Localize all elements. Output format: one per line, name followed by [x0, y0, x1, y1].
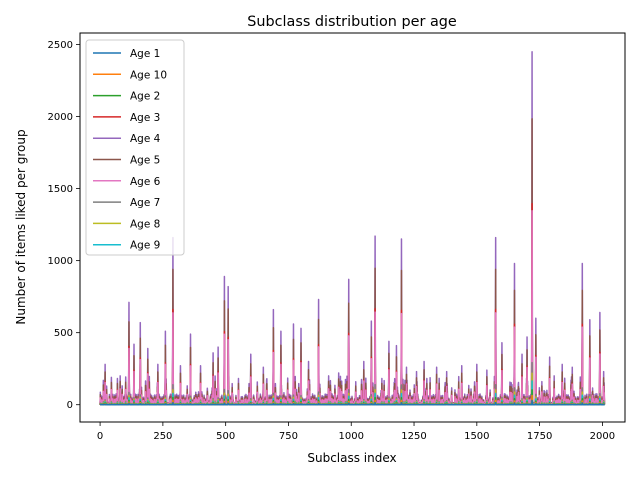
x-tick-label: 750 — [279, 431, 298, 442]
x-tick-label: 2000 — [590, 431, 615, 442]
legend: Age 1 Age 10 Age 2 Age 3 Age 4 Age 5 Age 6 Age … — [85, 39, 185, 256]
plot-frame — [79, 32, 626, 423]
legend-label: Age 9 — [130, 240, 160, 252]
x-tick-label: 1750 — [527, 431, 552, 442]
x-tick-label: 1500 — [464, 431, 489, 442]
y-tick-label: 0 — [67, 400, 73, 411]
y-tick-label: 2500 — [48, 40, 73, 51]
chart-title: Subclass distribution per age — [247, 14, 457, 30]
legend-label: Age 1 — [130, 48, 160, 60]
x-tick-label: 500 — [216, 431, 235, 442]
y-tick-label: 500 — [54, 328, 73, 339]
y-tick-label: 2000 — [48, 112, 73, 123]
y-axis: 0 500 1000 1500 2000 2500 — [48, 40, 80, 411]
y-tick-label: 1500 — [48, 184, 73, 195]
legend-label: Age 2 — [130, 91, 160, 103]
legend-label: Age 6 — [130, 176, 161, 188]
x-tick-label: 1250 — [401, 431, 426, 442]
legend-box — [85, 39, 185, 256]
legend-label: Age 5 — [130, 155, 160, 167]
x-tick-label: 1000 — [339, 431, 364, 442]
x-axis-label: Subclass index — [307, 451, 396, 465]
legend-label: Age 10 — [130, 69, 167, 81]
legend-label: Age 7 — [130, 197, 160, 209]
series-line-age-1 — [99, 399, 606, 406]
legend-label: Age 4 — [130, 133, 161, 145]
legend-label: Age 8 — [130, 218, 160, 230]
x-tick-label: 250 — [153, 431, 172, 442]
legend-label: Age 3 — [130, 112, 160, 124]
x-tick-label: 0 — [97, 431, 103, 442]
x-axis: 0 250 500 750 1000 1250 1500 1750 2000 — [97, 422, 615, 442]
y-tick-label: 1000 — [48, 256, 73, 267]
y-axis-label: Number of items liked per group — [14, 129, 28, 324]
lines-layer — [99, 50, 606, 406]
